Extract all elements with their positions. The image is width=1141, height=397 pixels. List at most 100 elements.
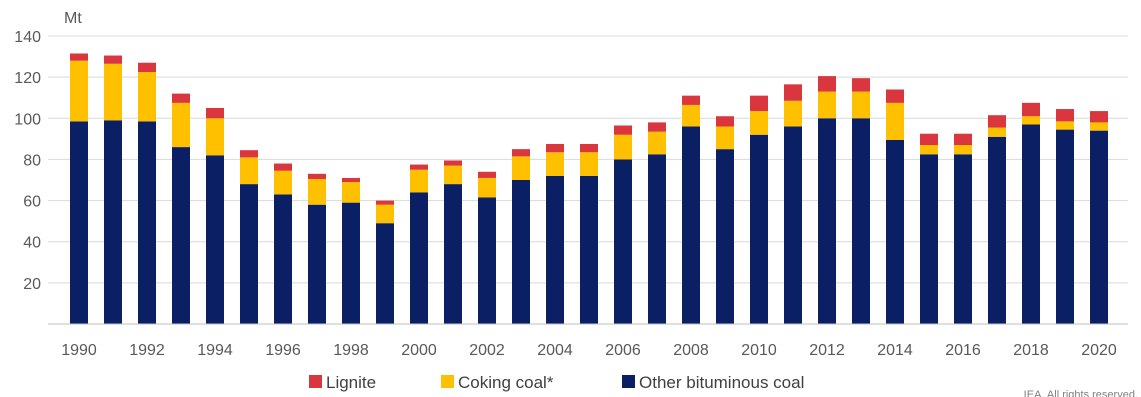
legend-swatch-other-bituminous-coal	[622, 375, 635, 388]
bar-2000-coking-coal	[410, 169, 428, 193]
y-tick-label-20: 20	[23, 276, 41, 293]
bar-2011-other-bituminous-coal	[784, 126, 802, 324]
bar-1999-lignite	[376, 200, 394, 205]
bar-2005-coking-coal	[580, 152, 598, 176]
bar-1995-coking-coal	[240, 157, 258, 185]
x-axis-ticks: 1990 1992 1994 1996 1998 2000 2002 2004 2006 2008…	[61, 342, 1117, 359]
x-tick-label-2014: 2014	[877, 342, 913, 359]
bar-2003-other-bituminous-coal	[512, 180, 530, 324]
x-tick-label-2004: 2004	[537, 342, 573, 359]
bar-2005-lignite	[580, 144, 598, 153]
bar-1994-lignite	[206, 108, 224, 119]
bar-2013-other-bituminous-coal	[852, 118, 870, 325]
bar-1998-other-bituminous-coal	[342, 202, 360, 324]
x-tick-label-1998: 1998	[333, 342, 369, 359]
bar-2016-coking-coal	[954, 145, 972, 155]
bar-2004-coking-coal	[546, 152, 564, 176]
bar-1994-coking-coal	[206, 118, 224, 156]
x-tick-label-2020: 2020	[1081, 342, 1117, 359]
bar-2013-lignite	[852, 78, 870, 92]
legend-swatch-lignite	[309, 375, 322, 388]
x-tick-label-1990: 1990	[61, 342, 97, 359]
bar-2015-coking-coal	[920, 145, 938, 155]
bar-1996-other-bituminous-coal	[274, 194, 292, 324]
bar-1991-lignite	[104, 55, 122, 64]
bar-1992-other-bituminous-coal	[138, 121, 156, 324]
bar-2017-other-bituminous-coal	[988, 136, 1006, 324]
bar-1992-coking-coal	[138, 72, 156, 122]
bar-2012-coking-coal	[818, 91, 836, 119]
bar-1997-coking-coal	[308, 178, 326, 205]
bar-2008-coking-coal	[682, 104, 700, 127]
bar-2006-lignite	[614, 125, 632, 135]
bar-2019-coking-coal	[1056, 121, 1074, 130]
x-tick-label-2012: 2012	[809, 342, 845, 359]
bar-2004-other-bituminous-coal	[546, 175, 564, 324]
x-tick-label-2006: 2006	[605, 342, 641, 359]
x-tick-label-2000: 2000	[401, 342, 437, 359]
bar-1998-lignite	[342, 177, 360, 183]
bar-2019-lignite	[1056, 109, 1074, 122]
bar-1990-other-bituminous-coal	[70, 121, 88, 324]
credit-text: IEA. All rights reserved.	[1024, 389, 1138, 397]
bar-2000-other-bituminous-coal	[410, 192, 428, 324]
bar-2018-coking-coal	[1022, 116, 1040, 125]
bar-2006-other-bituminous-coal	[614, 159, 632, 324]
bar-1999-coking-coal	[376, 204, 394, 224]
bar-2002-other-bituminous-coal	[478, 197, 496, 324]
bar-2018-other-bituminous-coal	[1022, 124, 1040, 324]
y-tick-label-100: 100	[14, 111, 41, 128]
y-tick-label-80: 80	[23, 152, 41, 169]
x-tick-label-1996: 1996	[265, 342, 301, 359]
x-tick-label-2016: 2016	[945, 342, 981, 359]
bar-1999-other-bituminous-coal	[376, 223, 394, 324]
x-tick-label-2002: 2002	[469, 342, 505, 359]
bar-2000-lignite	[410, 164, 428, 170]
bar-stacks	[70, 53, 1108, 325]
bar-2008-lignite	[682, 95, 700, 105]
bar-2017-coking-coal	[988, 127, 1006, 137]
bar-2009-other-bituminous-coal	[716, 149, 734, 324]
bar-2002-coking-coal	[478, 177, 496, 198]
x-tick-label-1992: 1992	[129, 342, 165, 359]
bar-2014-coking-coal	[886, 102, 904, 140]
bar-1995-other-bituminous-coal	[240, 184, 258, 324]
bar-2012-lignite	[818, 76, 836, 92]
bar-2016-other-bituminous-coal	[954, 154, 972, 324]
y-tick-label-60: 60	[23, 194, 41, 211]
bar-2020-other-bituminous-coal	[1090, 130, 1108, 324]
y-axis-ticks: 20 40 60 80 100 120 140	[14, 29, 41, 293]
y-tick-label-120: 120	[14, 70, 41, 87]
bar-2011-coking-coal	[784, 100, 802, 127]
bar-1997-other-bituminous-coal	[308, 204, 326, 324]
bar-1993-other-bituminous-coal	[172, 147, 190, 324]
bar-1997-lignite	[308, 173, 326, 179]
bar-1991-other-bituminous-coal	[104, 120, 122, 324]
bar-2010-coking-coal	[750, 111, 768, 135]
bar-2006-coking-coal	[614, 134, 632, 160]
bar-2019-other-bituminous-coal	[1056, 129, 1074, 324]
bar-1998-coking-coal	[342, 182, 360, 203]
bar-2003-coking-coal	[512, 156, 530, 180]
bar-2008-other-bituminous-coal	[682, 126, 700, 324]
bar-1995-lignite	[240, 150, 258, 158]
bar-2020-coking-coal	[1090, 122, 1108, 131]
bar-1993-coking-coal	[172, 102, 190, 148]
x-tick-label-1994: 1994	[197, 342, 233, 359]
y-axis-unit-label: Mt	[64, 10, 82, 27]
bar-2009-lignite	[716, 116, 734, 127]
y-tick-label-40: 40	[23, 235, 41, 252]
bar-2001-other-bituminous-coal	[444, 184, 462, 324]
bar-2005-other-bituminous-coal	[580, 175, 598, 324]
bar-2011-lignite	[784, 84, 802, 101]
bar-1991-coking-coal	[104, 63, 122, 121]
bar-2002-lignite	[478, 171, 496, 178]
bar-2012-other-bituminous-coal	[818, 118, 836, 325]
bar-1996-coking-coal	[274, 170, 292, 195]
bar-1990-lignite	[70, 53, 88, 61]
bar-2007-coking-coal	[648, 131, 666, 155]
x-tick-label-2008: 2008	[673, 342, 709, 359]
bar-2018-lignite	[1022, 102, 1040, 117]
bar-2015-lignite	[920, 133, 938, 146]
legend-label-other-bituminous-coal: Other bituminous coal	[639, 373, 804, 392]
